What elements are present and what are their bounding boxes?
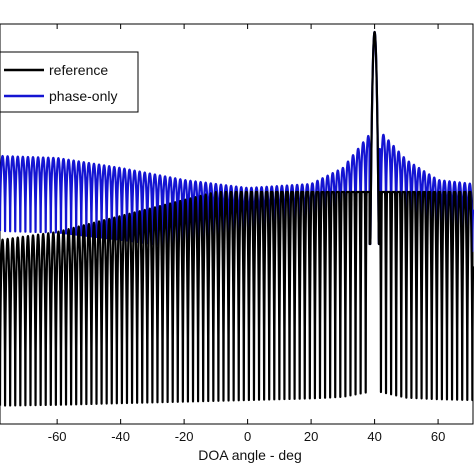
series-line-phase-only bbox=[0, 30, 474, 256]
x-tick-label: 60 bbox=[431, 429, 445, 444]
x-tick-label: 0 bbox=[244, 429, 251, 444]
legend-phase-only-label: phase-only bbox=[49, 88, 118, 104]
x-tick-label: -60 bbox=[48, 429, 67, 444]
series-layer bbox=[0, 30, 474, 407]
x-tick-label: 20 bbox=[304, 429, 318, 444]
series-line-reference bbox=[0, 30, 474, 407]
legend-reference-label: reference bbox=[49, 62, 108, 78]
legend: reference phase-only bbox=[0, 51, 139, 113]
x-tick-label: 40 bbox=[367, 429, 381, 444]
x-tick-label: -40 bbox=[111, 429, 130, 444]
legend-box bbox=[0, 51, 139, 113]
x-axis-ticks: -60 -40 -20 0 20 40 60 bbox=[48, 24, 445, 444]
x-axis-label: DOA angle - deg bbox=[198, 447, 302, 463]
x-tick-label: -20 bbox=[175, 429, 194, 444]
